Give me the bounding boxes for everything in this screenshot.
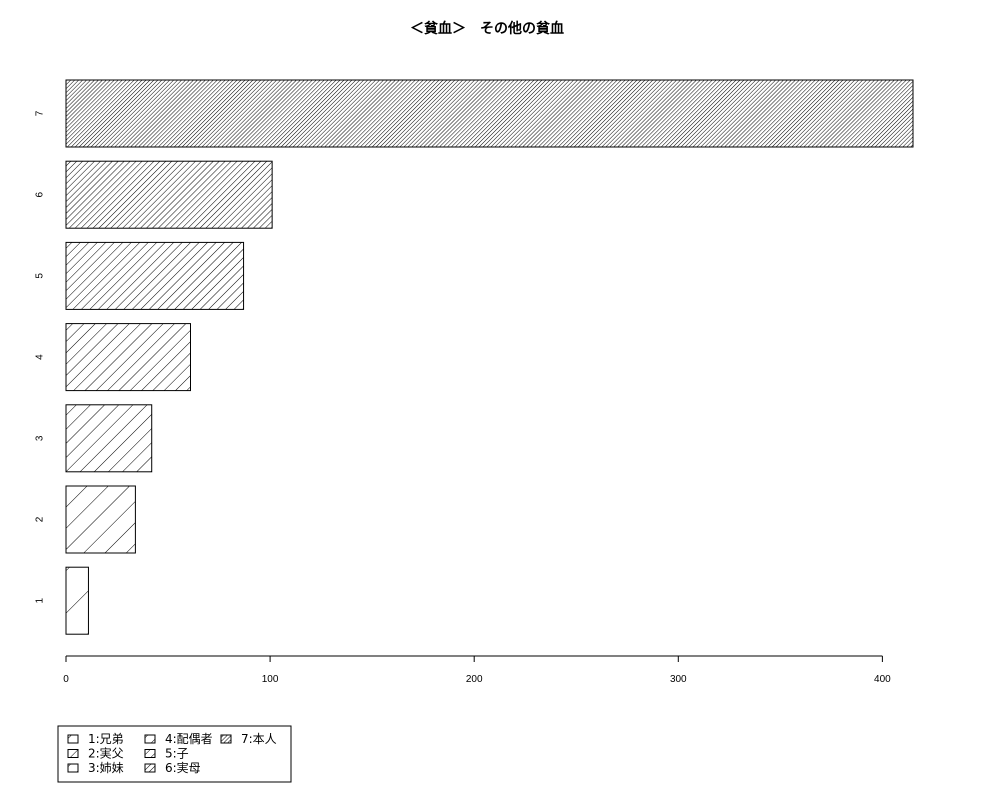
legend-swatch-2: [67, 749, 79, 758]
legend-label-2: 2:実父: [88, 746, 124, 761]
legend-swatch-7: [220, 734, 232, 744]
x-tick-label-400: 400: [874, 674, 891, 685]
legend-box: [57, 725, 292, 783]
x-axis: 0 100 200 300 400: [63, 655, 891, 685]
chart-title: ＜貧血＞ その他の貧血: [410, 20, 564, 37]
bar-3: [65, 404, 153, 473]
bar-5: [65, 241, 245, 310]
y-tick-label-1: 1: [35, 597, 46, 603]
legend-swatch-1: [67, 734, 79, 744]
legend-label-3: 3:姉妹: [88, 760, 124, 775]
legend-swatch-5: [144, 749, 156, 758]
legend-label-4: 4:配偶者: [165, 732, 213, 746]
x-tick-label-100: 100: [262, 674, 279, 685]
bar-1: [65, 566, 89, 635]
legend-label-7: 7:本人: [241, 732, 277, 746]
bar-7: [65, 79, 914, 148]
bar-2: [65, 485, 136, 554]
legend-label-1: 1:兄弟: [88, 732, 124, 746]
bars-layer: [65, 79, 914, 635]
y-tick-label-5: 5: [35, 273, 46, 279]
y-tick-label-7: 7: [35, 110, 46, 116]
y-tick-label-3: 3: [35, 435, 46, 441]
y-tick-label-4: 4: [35, 354, 46, 360]
legend-swatch-6: [144, 763, 156, 773]
x-tick-label-300: 300: [670, 674, 687, 685]
y-axis: 1 2 3 4 5 6 7: [35, 110, 46, 603]
x-tick-label-0: 0: [63, 674, 69, 685]
legend-label-6: 6:実母: [165, 760, 201, 775]
y-tick-label-6: 6: [35, 191, 46, 197]
bar-6: [65, 160, 273, 229]
legend-swatch-4: [144, 734, 156, 744]
x-tick-label-200: 200: [466, 674, 483, 685]
y-tick-label-2: 2: [35, 516, 46, 522]
legend-swatch-3: [67, 763, 79, 773]
legend-label-5: 5:子: [165, 747, 189, 761]
bar-4: [65, 323, 191, 392]
